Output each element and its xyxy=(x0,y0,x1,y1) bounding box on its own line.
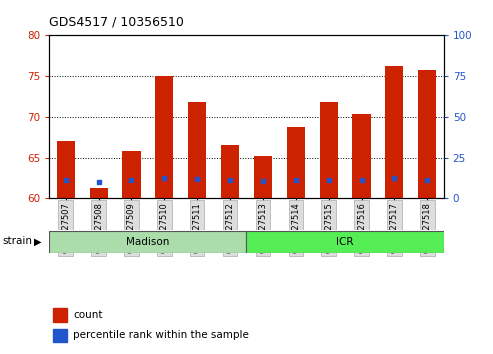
FancyBboxPatch shape xyxy=(246,230,444,253)
Bar xyxy=(53,329,67,342)
Bar xyxy=(352,114,371,198)
Text: percentile rank within the sample: percentile rank within the sample xyxy=(73,330,249,341)
Text: Madison: Madison xyxy=(126,236,170,247)
Bar xyxy=(221,145,239,198)
Bar xyxy=(254,156,272,198)
Bar xyxy=(418,70,436,198)
Bar xyxy=(386,66,403,198)
Bar xyxy=(53,308,67,321)
Bar xyxy=(319,102,338,198)
Text: ICR: ICR xyxy=(336,236,354,247)
FancyBboxPatch shape xyxy=(49,230,247,253)
Bar xyxy=(155,76,174,198)
Text: GDS4517 / 10356510: GDS4517 / 10356510 xyxy=(49,15,184,28)
Text: strain: strain xyxy=(2,236,33,246)
Bar xyxy=(122,151,141,198)
Text: count: count xyxy=(73,310,103,320)
Bar xyxy=(188,102,206,198)
Bar xyxy=(287,127,305,198)
Bar xyxy=(57,141,75,198)
Bar xyxy=(90,188,107,198)
Text: ▶: ▶ xyxy=(34,236,41,246)
